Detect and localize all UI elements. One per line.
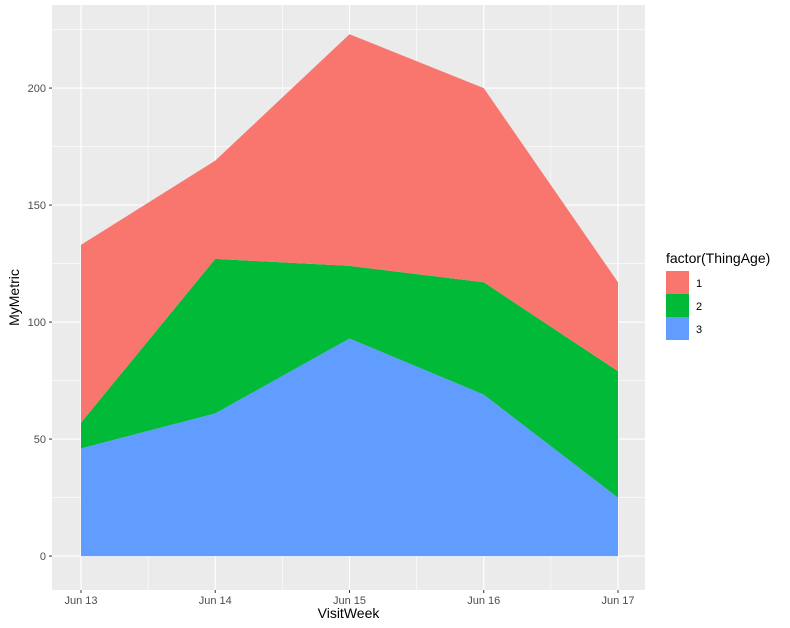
legend-label: 2 <box>696 301 702 313</box>
y-tick-label: 200 <box>28 83 46 95</box>
y-tick-label: 150 <box>28 200 46 212</box>
y-tick-label: 50 <box>34 434 46 446</box>
legend-label: 1 <box>696 278 702 290</box>
y-tick-label: 0 <box>40 551 46 563</box>
y-axis-title: MyMetric <box>6 269 22 326</box>
legend-key-2 <box>666 294 689 317</box>
x-tick-label: Jun 15 <box>333 595 366 607</box>
x-tick-label: Jun 14 <box>199 595 232 607</box>
area-series-2 <box>81 258 618 498</box>
legend-label: 3 <box>696 324 702 336</box>
legend-title: factor(ThingAge) <box>666 250 770 266</box>
x-tick-label: Jun 17 <box>601 595 634 607</box>
y-tick-label: 100 <box>28 317 46 329</box>
x-tick-label: Jun 16 <box>467 595 500 607</box>
area-series-1 <box>81 34 618 423</box>
area-series-3 <box>81 338 618 557</box>
x-tick-label: Jun 13 <box>64 595 97 607</box>
x-axis-title: VisitWeek <box>318 605 381 621</box>
legend-key-1 <box>666 271 689 294</box>
legend-key-3 <box>666 317 689 340</box>
